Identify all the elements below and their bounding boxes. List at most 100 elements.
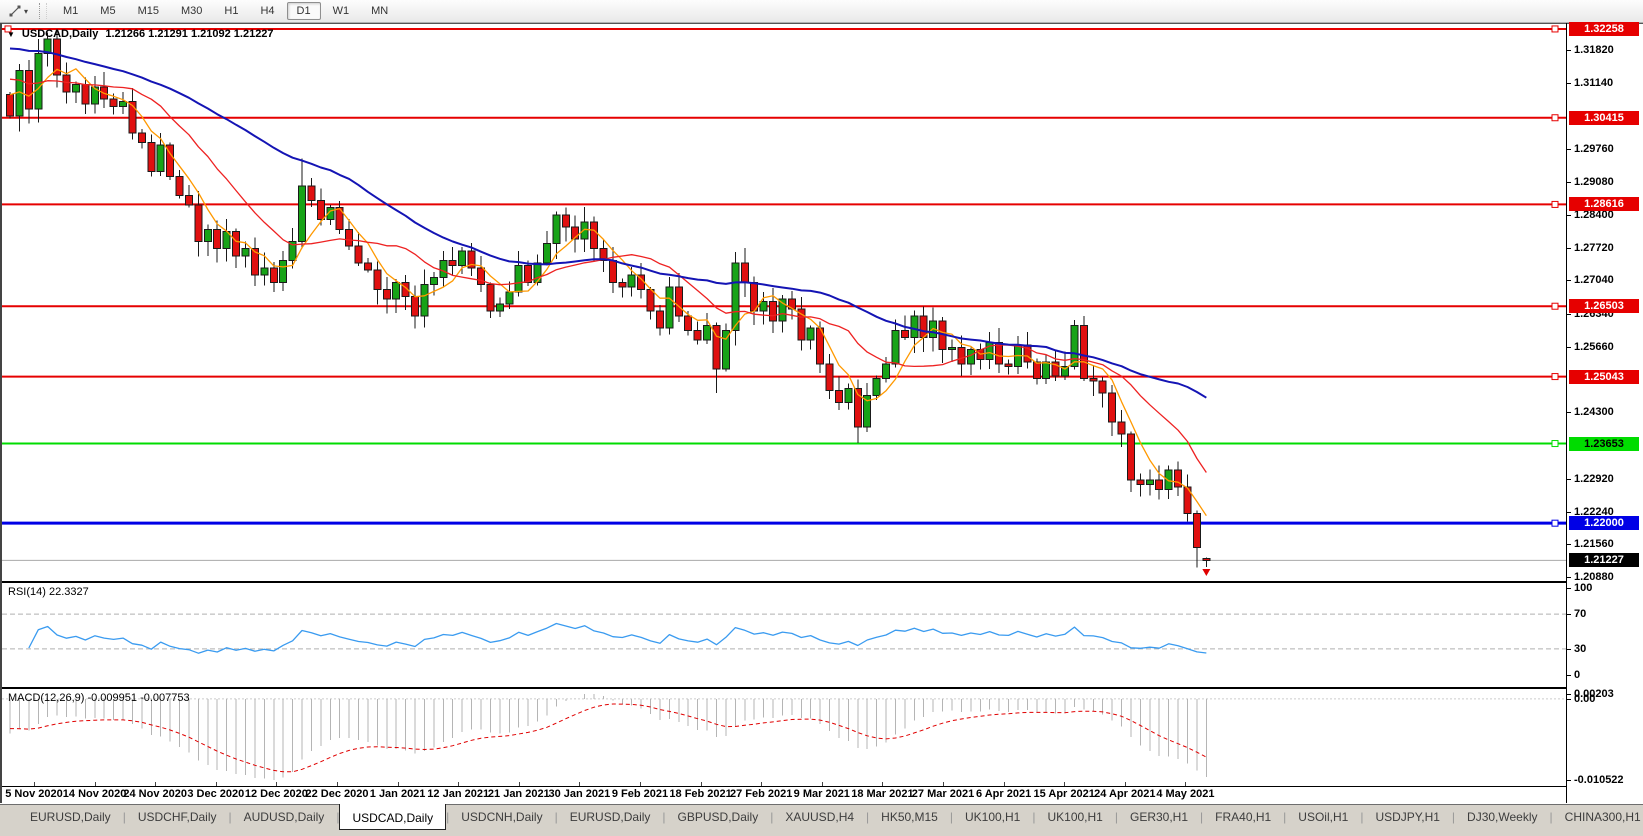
tab-separator: |	[554, 810, 558, 824]
timeframe-m5[interactable]: M5	[90, 2, 125, 20]
tab-usdchf-daily[interactable]: USDCHF,Daily	[137, 810, 217, 824]
timeframe-h4[interactable]: H4	[250, 2, 284, 20]
rsi-axis-tick	[1566, 588, 1571, 589]
chart-tabs-bar: EURUSD,Daily | USDCHF,Daily | AUDUSD,Daily | U…	[0, 804, 1643, 836]
tab-xauusd-h4[interactable]: XAUUSD,H4	[785, 810, 855, 824]
tab-usdjpy-h1[interactable]: USDJPY,H1	[1375, 810, 1440, 824]
tab-china300-h1[interactable]: CHINA300,H1	[1564, 810, 1641, 824]
macd-axis-label: -0.010522	[1574, 774, 1624, 786]
date-tick	[94, 782, 96, 786]
hline-handle[interactable]	[1551, 25, 1559, 33]
tab-ger30-h1[interactable]: GER30,H1	[1129, 810, 1189, 824]
macd-axis-tick	[1566, 780, 1571, 781]
line-studies-button[interactable]: ▾	[3, 2, 33, 20]
date-label: 22 Dec 2020	[305, 788, 369, 800]
tab-audusd-daily[interactable]: AUDUSD,Daily	[243, 810, 325, 824]
price-axis-tick	[1566, 544, 1571, 546]
hline-handle[interactable]	[1551, 373, 1559, 381]
rsi-axis-tick	[1566, 675, 1571, 676]
hline-handle[interactable]	[1551, 114, 1559, 122]
symbol-marker-icon: ▼	[7, 29, 15, 39]
date-label: 14 Nov 2020	[62, 788, 127, 800]
tab-usdcad-daily[interactable]: USDCAD,Daily	[339, 804, 447, 830]
rsi-axis-tick	[1566, 614, 1571, 616]
tab-gbpusd-daily[interactable]: GBPUSD,Daily	[677, 810, 759, 824]
timeframe-button-group: M1 M5 M15 M30 H1 H4 D1 W1 MN	[53, 2, 398, 20]
price-axis-tick	[1566, 511, 1571, 513]
price-axis-label: 1.31820	[1574, 44, 1614, 57]
timeframe-m1[interactable]: M1	[53, 2, 88, 20]
candles	[6, 30, 1211, 568]
tab-separator: |	[122, 810, 126, 824]
date-tick	[761, 782, 763, 786]
price-axis-label: 1.27040	[1574, 274, 1614, 287]
date-label: 4 May 2021	[1156, 788, 1215, 800]
tab-uk100-h1[interactable]: UK100,H1	[1047, 810, 1103, 824]
toolbar-separator	[39, 3, 48, 19]
tab-separator: |	[662, 810, 666, 824]
hline-price-badge: 1.23653	[1569, 436, 1639, 451]
price-axis-tick	[1566, 478, 1571, 480]
rsi-axis-label: 70	[1574, 608, 1587, 621]
date-tick	[943, 782, 944, 786]
price-axis-label: 1.25660	[1574, 340, 1614, 353]
chart-title: ▼ USDCAD,Daily 1.21266 1.21291 1.21092 1…	[7, 28, 274, 40]
tab-eurusd-daily[interactable]: EURUSD,Daily	[569, 810, 651, 824]
hline-handle[interactable]	[1551, 519, 1559, 527]
tab-separator: |	[1360, 810, 1364, 824]
tab-eurusd-daily[interactable]: EURUSD,Daily	[30, 810, 111, 824]
timeframe-toolbar: ▾ M1 M5 M15 M30 H1 H4 D1 W1 MN	[0, 0, 1643, 23]
macd-plot[interactable]	[2, 689, 1566, 786]
price-axis-tick	[1566, 412, 1571, 414]
rsi-axis-label: 0	[1574, 669, 1581, 681]
tab-usdcnh-daily[interactable]: USDCNH,Daily	[461, 810, 543, 824]
hline-handle[interactable]	[4, 25, 12, 33]
price-axis-tick	[1566, 149, 1571, 151]
date-label: 30 Jan 2021	[548, 788, 611, 800]
tab-separator: |	[1549, 810, 1553, 824]
tab-separator: |	[1451, 810, 1456, 824]
price-axis-label: 1.22920	[1574, 472, 1614, 485]
date-tick	[518, 782, 520, 786]
price-chart-plot[interactable]	[2, 25, 1566, 581]
date-tick	[821, 782, 823, 786]
timeframe-m30[interactable]: M30	[171, 2, 212, 20]
price-axis-label: 1.20880	[1574, 571, 1614, 584]
hline-handle[interactable]	[1551, 302, 1559, 310]
timeframe-h1[interactable]: H1	[214, 2, 248, 20]
timeframe-m15[interactable]: M15	[128, 2, 169, 20]
date-label: 6 Apr 2021	[975, 788, 1032, 800]
price-axis-label: 1.24300	[1574, 406, 1614, 419]
tab-hk50-m15[interactable]: HK50,M15	[881, 810, 938, 824]
tab-uk100-h1[interactable]: UK100,H1	[964, 810, 1021, 824]
tab-separator: |	[1283, 810, 1287, 824]
tab-usoil-h1[interactable]: USOil,H1	[1298, 810, 1349, 824]
ma-slow-line	[9, 47, 1207, 399]
timeframe-w1[interactable]: W1	[323, 2, 360, 20]
date-tick	[640, 782, 641, 786]
sell-arrow-marker	[1202, 568, 1211, 576]
price-axis-label: 1.29080	[1574, 176, 1614, 189]
tab-dj30-weekly[interactable]: DJ30,Weekly	[1467, 810, 1538, 824]
timeframe-mn[interactable]: MN	[361, 2, 398, 20]
hline-price-badge: 1.25043	[1569, 369, 1639, 384]
timeframe-d1[interactable]: D1	[286, 2, 321, 20]
date-tick	[700, 782, 702, 786]
price-axis-label: 1.27720	[1574, 241, 1614, 254]
rsi-axis-label: 30	[1574, 642, 1587, 655]
price-axis-label: 1.28400	[1574, 208, 1614, 221]
rsi-plot[interactable]	[2, 583, 1566, 687]
date-label: 21 Jan 2021	[487, 788, 550, 800]
rsi-line	[28, 622, 1207, 654]
date-label: 18 Feb 2021	[669, 788, 732, 800]
macd-axis-tick	[1566, 698, 1571, 700]
chart-top-border	[0, 23, 1643, 24]
hline-handle[interactable]	[1551, 200, 1559, 208]
tab-separator: |	[1200, 810, 1204, 824]
tab-separator: |	[228, 810, 232, 824]
hline-price-badge: 1.22000	[1569, 516, 1639, 531]
chart-symbol-period: USDCAD,Daily	[21, 28, 99, 40]
hline-price-badge: 1.26503	[1569, 299, 1639, 314]
tab-fra40-h1[interactable]: FRA40,H1	[1215, 810, 1272, 824]
hline-handle[interactable]	[1551, 440, 1559, 448]
